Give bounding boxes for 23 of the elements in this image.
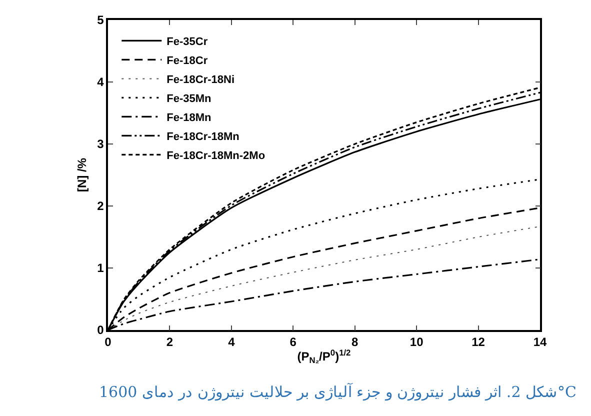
x-tick-label: 8 — [352, 335, 359, 350]
y-tick-label: 3 — [97, 137, 104, 152]
legend-label: Fe-35Cr — [166, 36, 208, 48]
x-tick-label: 2 — [166, 335, 174, 350]
y-tick-label: 1 — [97, 261, 104, 276]
legend-label: Fe-18Cr-18Mn — [166, 130, 240, 143]
y-tick-label: 5 — [97, 13, 104, 28]
legend-label: Fe-18Cr — [166, 54, 208, 67]
x-tick-label: 6 — [290, 335, 297, 350]
x-tick-label: 4 — [228, 335, 236, 350]
x-tick-label: 14 — [533, 335, 547, 350]
x-tick-label: 12 — [472, 335, 486, 350]
y-tick-label: 2 — [97, 199, 104, 214]
legend-label: Fe-18Cr-18Mn-2Mo — [166, 150, 266, 162]
y-tick-label: 4 — [97, 75, 104, 90]
legend-label: Fe-18Mn — [166, 112, 212, 124]
x-tick-label: 10 — [410, 335, 424, 350]
y-axis-title: [N] /% — [74, 158, 89, 192]
legend-label: Fe-18Cr-18Ni — [166, 74, 234, 86]
y-tick-label: 0 — [97, 323, 104, 338]
text: شکل 2. اثر فشار نیتروژن و جزء آلیاژی بر حلالیت نیتروژن در دمای 1600°C — [99, 383, 576, 401]
legend-label: Fe-35Mn — [166, 92, 212, 105]
x-axis-title: (P$_{N₂}$/P$^{0}$)$^{1/2}$ — [297, 348, 352, 366]
